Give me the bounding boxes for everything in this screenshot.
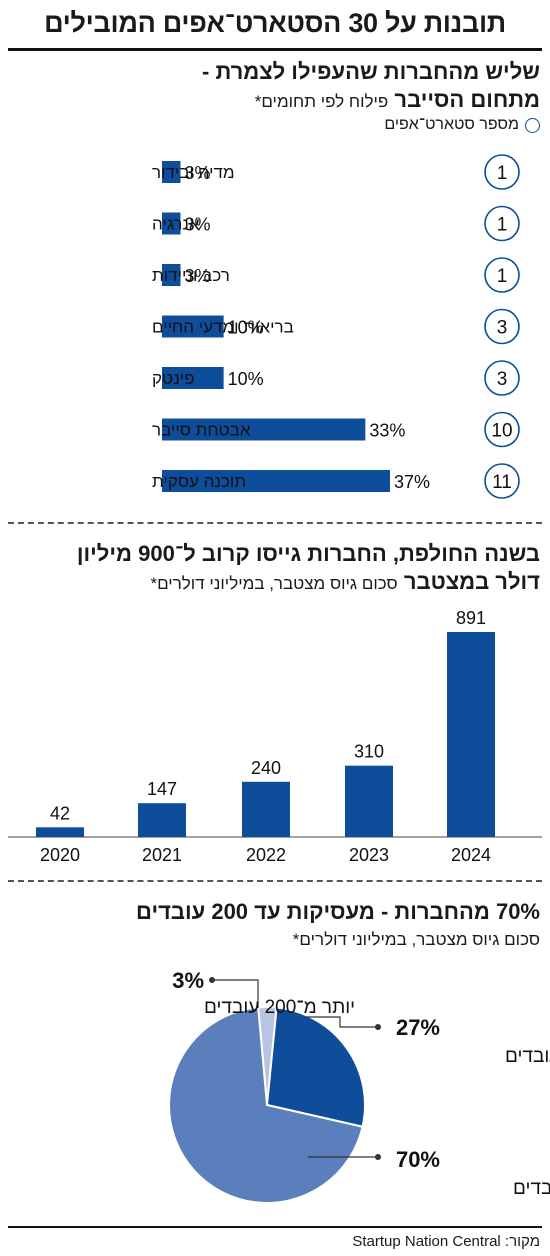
value-label: 10%: [228, 318, 264, 338]
count-label: 3: [497, 318, 508, 339]
funding-bar-chart: 42 2020 147 2021 240 2022 310 2023 891 2024: [8, 608, 542, 865]
count-ring-icon: [484, 463, 520, 499]
category-label: אנרגיה: [152, 215, 200, 234]
section2-title-line2-wrap: דולר במצטבר סכום גיוס מצטבר, במיליוני דו…: [10, 568, 540, 598]
pie-value-label: 27%: [396, 1015, 440, 1040]
pie-slice: [265, 1006, 366, 1128]
legend: מספר סטארט־אפים: [384, 116, 540, 134]
legend-label: מספר סטארט־אפים: [384, 116, 519, 133]
pie-value-label: 3%: [172, 968, 204, 993]
tick-label: 2023: [349, 845, 389, 865]
category-label: מדיה ובידור: [152, 163, 235, 182]
value-label: 310: [354, 742, 384, 762]
bar: [162, 418, 366, 441]
bar: [162, 212, 181, 235]
bar: [162, 161, 181, 183]
main-title: תובנות על 30 הסטארט־אפים המובילים: [44, 8, 506, 38]
tick-label: 2024: [451, 845, 491, 865]
pie-description-label: יותר מ־200 עובדים: [204, 997, 355, 1018]
bar: [162, 264, 181, 286]
section1-title-line2: מתחום הסייבר: [394, 87, 540, 112]
pie-value-label: 70%: [396, 1147, 440, 1172]
section1-title: שליש מהחברות שהעפילו לצמרת - מתחום הסייב…: [10, 58, 540, 116]
value-label: 3%: [184, 215, 210, 235]
category-label: בריאות ומדעי החיים: [152, 318, 294, 337]
count-label: 1: [497, 266, 508, 287]
count-ring-icon: [484, 205, 520, 242]
count-label: 3: [497, 369, 508, 390]
section1-subtitle: פילוח לפי תחומים*: [254, 92, 389, 111]
category-label: תוכנה עסקית: [152, 472, 246, 491]
section2-title-line2: דולר במצטבר: [403, 569, 540, 594]
section3-title: 70% מהחברות - מעסיקות עד 200 עובדים: [136, 899, 540, 924]
bar: [36, 827, 84, 837]
section1-title-line1: שליש מהחברות שהעפילו לצמרת -: [202, 59, 540, 84]
section2-subtitle: סכום גיוס מצטבר, במיליוני דולרים*: [150, 574, 398, 593]
value-label: 10%: [228, 369, 264, 389]
legend-ring-icon: [525, 117, 540, 133]
bar: [162, 470, 390, 492]
section3-subtitle: סכום גיוס מצטבר, במיליוני דולרים*: [292, 930, 540, 949]
category-label: אבטחת סייבר: [152, 421, 251, 440]
bottom-rule: [8, 1226, 542, 1228]
value-label: 33%: [369, 421, 405, 441]
count-ring-icon: [484, 154, 520, 190]
leader-dot: [209, 977, 215, 983]
count-label: 1: [497, 163, 508, 184]
tick-label: 2020: [40, 845, 80, 865]
count-label: 1: [497, 215, 508, 236]
leader-dot: [375, 1154, 381, 1160]
bar: [345, 765, 393, 837]
count-ring-icon: [484, 257, 520, 293]
count-ring-icon: [484, 360, 520, 396]
category-label: פינטק: [152, 369, 195, 388]
source-note: Startup Nation Central :מקור: [352, 1233, 540, 1250]
category-label: רכב וניידות: [152, 266, 230, 285]
bar: [162, 315, 224, 338]
section-divider-1: [8, 522, 542, 524]
section1-title-line2-wrap: מתחום הסייבר פילוח לפי תחומים*: [10, 86, 540, 116]
pie-slice: [168, 1006, 364, 1204]
section2-title: בשנה החולפת, החברות גייסו קרוב ל־900 מיל…: [10, 540, 540, 598]
pie-description-label: 51־200 עובדים: [513, 1178, 550, 1199]
tick-label: 2022: [246, 845, 286, 865]
value-label: 891: [456, 608, 486, 628]
bar: [138, 803, 186, 837]
title-rule: [8, 48, 542, 51]
tick-label: 2021: [142, 845, 182, 865]
bar: [242, 781, 290, 837]
leader-line: [306, 1016, 378, 1028]
bar: [447, 632, 495, 837]
value-label: 3%: [184, 266, 210, 286]
count-label: 10: [491, 421, 512, 442]
count-ring-icon: [484, 411, 520, 448]
employees-pie-chart: 3%יותר מ־200 עובדים 27% עד 50 עובדים 70% 51־…: [168, 968, 550, 1204]
pie-description-label: עד 50 עובדים: [505, 1046, 550, 1067]
leader-line: [212, 979, 259, 1008]
leader-dot: [375, 1024, 381, 1030]
value-label: 240: [251, 758, 281, 778]
value-label: 37%: [394, 472, 430, 492]
value-label: 42: [50, 803, 70, 823]
section-divider-2: [8, 880, 542, 882]
count-label: 11: [492, 472, 512, 493]
count-ring-icon: [484, 308, 520, 345]
section2-title-line1: בשנה החולפת, החברות גייסו קרוב ל־900 מיל…: [76, 541, 540, 566]
bar: [162, 367, 224, 389]
value-label: 147: [147, 779, 177, 799]
value-label: 3%: [184, 163, 210, 183]
